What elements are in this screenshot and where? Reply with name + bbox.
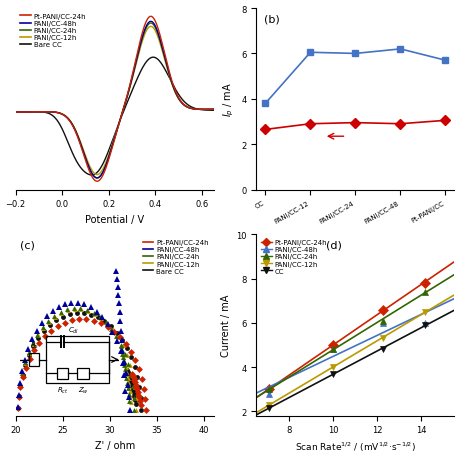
Legend: Pt-PANI/CC-24h, PANI/CC-48h, PANI/CC-24h, PANI/CC-12h, CC: Pt-PANI/CC-24h, PANI/CC-48h, PANI/CC-24h…: [259, 238, 328, 275]
X-axis label: Scan Rate$^{1/2}$ / (mV$^{1/2}$·s$^{-1/2}$): Scan Rate$^{1/2}$ / (mV$^{1/2}$·s$^{-1/2…: [294, 440, 415, 453]
Legend: Pt-PANI/CC-24h, PANI/CC-48h, PANI/CC-24h, PANI/CC-12h, Bare CC: Pt-PANI/CC-24h, PANI/CC-48h, PANI/CC-24h…: [19, 12, 88, 50]
Text: (d): (d): [325, 240, 341, 250]
X-axis label: Z' / ohm: Z' / ohm: [94, 440, 134, 450]
X-axis label: Potential / V: Potential / V: [85, 214, 144, 224]
Text: (c): (c): [20, 240, 34, 250]
Y-axis label: $I_p$ / mA: $I_p$ / mA: [221, 82, 235, 117]
Y-axis label: Current / mA: Current / mA: [220, 294, 230, 357]
Legend: Pt-PANI/CC-24h, PANI/CC-48h, PANI/CC-24h, PANI/CC-12h, Bare CC: Pt-PANI/CC-24h, PANI/CC-48h, PANI/CC-24h…: [141, 238, 210, 275]
Text: (b): (b): [264, 15, 280, 24]
